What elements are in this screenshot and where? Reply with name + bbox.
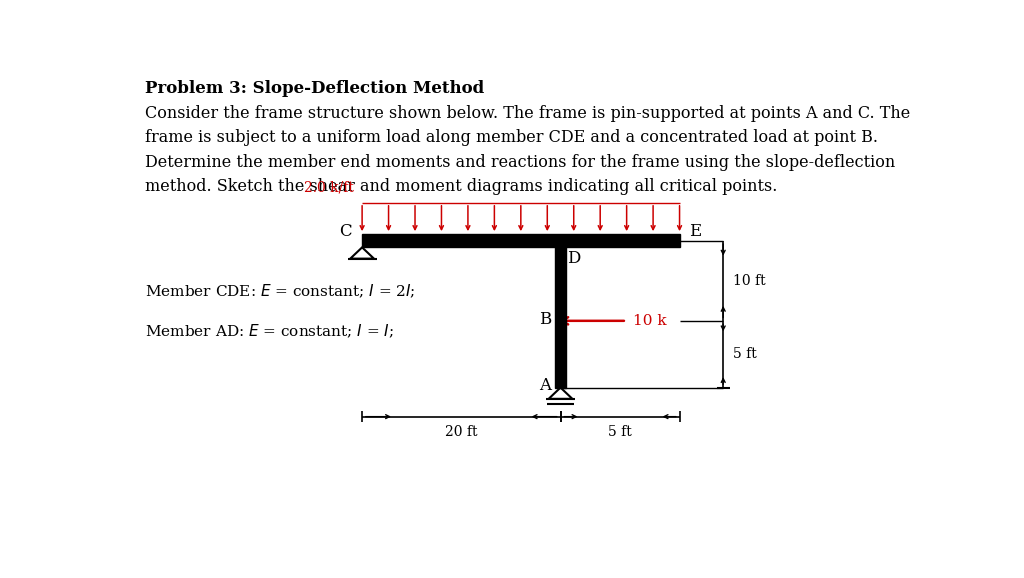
Text: B: B	[539, 312, 551, 328]
Bar	[362, 234, 680, 247]
Text: 10 k: 10 k	[633, 314, 667, 328]
Text: Member AD: $E$ = constant; $I$ = $I$;: Member AD: $E$ = constant; $I$ = $I$;	[145, 323, 394, 340]
Text: 20 ft: 20 ft	[445, 425, 477, 439]
Text: E: E	[689, 223, 701, 240]
Text: D: D	[567, 250, 581, 266]
Text: 5 ft: 5 ft	[733, 347, 757, 361]
Text: 10 ft: 10 ft	[733, 274, 765, 288]
Bar	[555, 240, 565, 388]
Text: Consider the frame structure shown below. The frame is pin-supported at points A: Consider the frame structure shown below…	[145, 105, 910, 122]
Text: Problem 3: Slope-Deflection Method: Problem 3: Slope-Deflection Method	[145, 80, 484, 98]
Text: Determine the member end moments and reactions for the frame using the slope-def: Determine the member end moments and rea…	[145, 154, 896, 171]
Text: Member CDE: $E$ = constant; $I$ = 2$I$;: Member CDE: $E$ = constant; $I$ = 2$I$;	[145, 283, 416, 301]
Text: method. Sketch the shear and moment diagrams indicating all critical points.: method. Sketch the shear and moment diag…	[145, 179, 778, 195]
Text: A: A	[539, 377, 551, 394]
Text: 2.0 k/ft: 2.0 k/ft	[304, 181, 354, 195]
Text: C: C	[339, 223, 352, 240]
Text: 5 ft: 5 ft	[608, 425, 632, 439]
Text: frame is subject to a uniform load along member CDE and a concentrated load at p: frame is subject to a uniform load along…	[145, 129, 879, 146]
